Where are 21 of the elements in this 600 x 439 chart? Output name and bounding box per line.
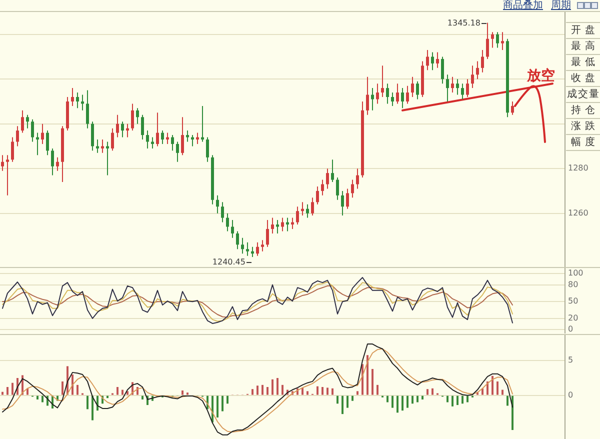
text: 成交量: [566, 87, 600, 103]
annotation: 1345.18: [447, 18, 480, 28]
y-tick-label: 0: [568, 324, 574, 334]
text: 幅度: [566, 135, 600, 151]
y-tick-label: 20: [568, 314, 578, 323]
text: 收盘: [566, 71, 600, 87]
y-tick-label: 100: [568, 268, 584, 278]
y-tick-label: 0: [568, 390, 574, 400]
y-tick-label: 1260: [568, 208, 588, 218]
text: 开盘: [566, 23, 600, 39]
y-tick-label: 80: [568, 280, 578, 289]
annotation: 1240.45: [212, 258, 246, 267]
annotation: 周期: [551, 0, 571, 11]
text: 持仓: [566, 103, 600, 119]
y-tick-label: 5: [568, 356, 574, 365]
annotation: 放空: [526, 67, 555, 84]
text: 涨跌: [566, 119, 600, 135]
text: 最高: [566, 39, 600, 55]
y-tick-label: 1280: [568, 164, 588, 173]
y-tick-label: 50: [568, 296, 578, 306]
text: 最低: [566, 55, 600, 71]
